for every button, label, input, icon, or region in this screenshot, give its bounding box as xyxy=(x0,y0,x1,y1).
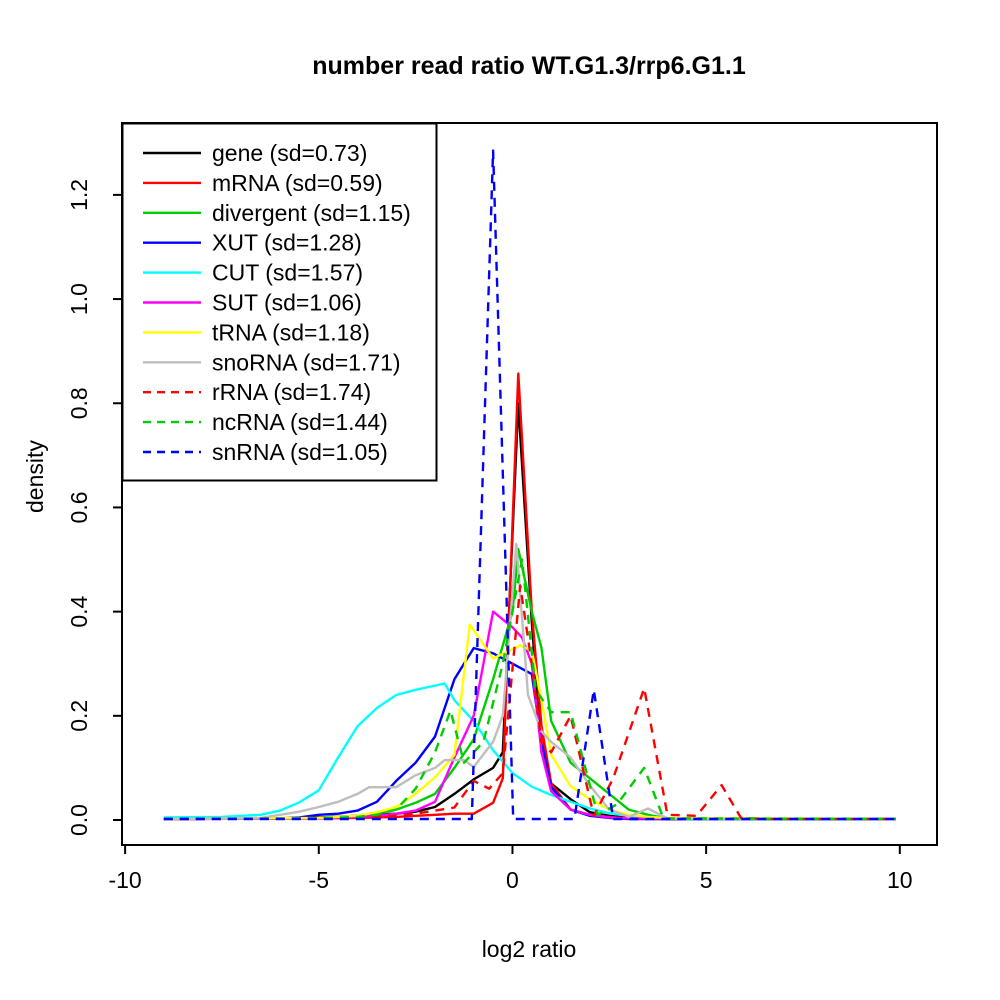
x-tick-label: -5 xyxy=(309,867,329,893)
y-tick-label: 0.0 xyxy=(66,804,92,836)
x-tick-label: 0 xyxy=(506,867,519,893)
series-line-divergent xyxy=(163,547,896,821)
legend-item-label: snoRNA (sd=1.71) xyxy=(212,349,401,375)
y-tick-label: 0.8 xyxy=(66,387,92,419)
x-axis-label: log2 ratio xyxy=(481,936,577,962)
y-tick-label: 0.2 xyxy=(66,700,92,732)
legend-item-label: ncRNA (sd=1.44) xyxy=(212,409,388,435)
plot-border xyxy=(121,122,938,846)
series-line-snRNA xyxy=(163,149,896,821)
legend-item-label: divergent (sd=1.15) xyxy=(212,200,411,226)
series-line-XUT xyxy=(163,646,896,821)
y-tick-label: 1.2 xyxy=(66,179,92,211)
y-tick-label: 1.0 xyxy=(66,283,92,315)
y-axis-label: density xyxy=(22,440,48,513)
series-line-CUT xyxy=(163,682,896,821)
series-line-ncRNA xyxy=(163,558,896,821)
legend-item-label: rRNA (sd=1.74) xyxy=(212,379,371,405)
x-tick-label: -10 xyxy=(108,867,141,893)
legend-item-label: gene (sd=0.73) xyxy=(212,140,367,166)
legend-item-label: XUT (sd=1.28) xyxy=(212,230,362,256)
legend-item-label: snRNA (sd=1.05) xyxy=(212,439,388,465)
x-tick-label: 10 xyxy=(887,867,913,893)
legend-item-label: SUT (sd=1.06) xyxy=(212,290,362,316)
series-line-tRNA xyxy=(163,623,896,821)
y-tick-label: 0.4 xyxy=(66,595,92,627)
x-tick-label: 5 xyxy=(700,867,713,893)
legend-item-label: tRNA (sd=1.18) xyxy=(212,319,370,345)
series-line-rRNA xyxy=(163,584,896,821)
chart-title: number read ratio WT.G1.3/rrp6.G1.1 xyxy=(312,52,746,80)
y-tick-label: 0.6 xyxy=(66,491,92,523)
legend-item-label: mRNA (sd=0.59) xyxy=(212,170,383,196)
legend-item-label: CUT (sd=1.57) xyxy=(212,260,363,286)
